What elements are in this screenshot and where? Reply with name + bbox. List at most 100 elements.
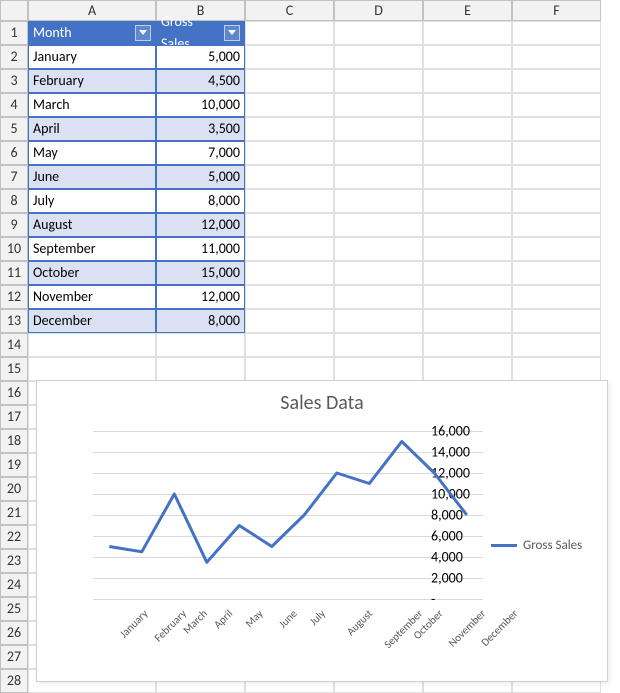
cell-sales-6[interactable]: 7,000 <box>156 141 245 165</box>
cell-C9[interactable] <box>245 213 334 237</box>
cell-sales-10[interactable]: 11,000 <box>156 237 245 261</box>
cell-month-9[interactable]: August <box>28 213 156 237</box>
cell-sales-7[interactable]: 5,000 <box>156 165 245 189</box>
row-header-2[interactable]: 2 <box>0 45 28 69</box>
cell-F7[interactable] <box>512 165 601 189</box>
cell-C2[interactable] <box>245 45 334 69</box>
cell-C11[interactable] <box>245 261 334 285</box>
cell-month-4[interactable]: March <box>28 93 156 117</box>
cell-B15[interactable] <box>156 357 245 381</box>
cell-C5[interactable] <box>245 117 334 141</box>
cell-F11[interactable] <box>512 261 601 285</box>
cell-sales-8[interactable]: 8,000 <box>156 189 245 213</box>
col-header-A[interactable]: A <box>28 0 156 21</box>
cell-month-2[interactable]: January <box>28 45 156 69</box>
cell-F3[interactable] <box>512 69 601 93</box>
row-header-24[interactable]: 24 <box>0 573 28 597</box>
cell-month-10[interactable]: September <box>28 237 156 261</box>
cell-B14[interactable] <box>156 333 245 357</box>
cell-sales-13[interactable]: 8,000 <box>156 309 245 333</box>
row-header-1[interactable]: 1 <box>0 21 28 45</box>
cell-sales-3[interactable]: 4,500 <box>156 69 245 93</box>
row-header-16[interactable]: 16 <box>0 381 28 405</box>
cell-D14[interactable] <box>334 333 423 357</box>
cell-D9[interactable] <box>334 213 423 237</box>
cell-C13[interactable] <box>245 309 334 333</box>
row-header-28[interactable]: 28 <box>0 669 28 693</box>
cell-F12[interactable] <box>512 285 601 309</box>
cell-F6[interactable] <box>512 141 601 165</box>
cell-E5[interactable] <box>423 117 512 141</box>
row-header-10[interactable]: 10 <box>0 237 28 261</box>
row-header-3[interactable]: 3 <box>0 69 28 93</box>
cell-E14[interactable] <box>423 333 512 357</box>
cell-sales-5[interactable]: 3,500 <box>156 117 245 141</box>
cell-D1[interactable] <box>334 21 423 45</box>
table-header-1[interactable]: Gross Sales <box>156 21 245 45</box>
cell-C7[interactable] <box>245 165 334 189</box>
row-header-8[interactable]: 8 <box>0 189 28 213</box>
cell-C3[interactable] <box>245 69 334 93</box>
cell-month-5[interactable]: April <box>28 117 156 141</box>
cell-month-6[interactable]: May <box>28 141 156 165</box>
filter-dropdown-icon[interactable] <box>224 25 240 41</box>
cell-D8[interactable] <box>334 189 423 213</box>
cell-C10[interactable] <box>245 237 334 261</box>
cell-D4[interactable] <box>334 93 423 117</box>
row-header-5[interactable]: 5 <box>0 117 28 141</box>
cell-D10[interactable] <box>334 237 423 261</box>
cell-month-12[interactable]: November <box>28 285 156 309</box>
col-header-D[interactable]: D <box>334 0 423 21</box>
cell-F13[interactable] <box>512 309 601 333</box>
cell-D6[interactable] <box>334 141 423 165</box>
cell-E10[interactable] <box>423 237 512 261</box>
row-header-25[interactable]: 25 <box>0 597 28 621</box>
row-header-20[interactable]: 20 <box>0 477 28 501</box>
row-header-15[interactable]: 15 <box>0 357 28 381</box>
row-header-14[interactable]: 14 <box>0 333 28 357</box>
cell-E11[interactable] <box>423 261 512 285</box>
cell-sales-11[interactable]: 15,000 <box>156 261 245 285</box>
cell-D15[interactable] <box>334 357 423 381</box>
cell-E13[interactable] <box>423 309 512 333</box>
cell-month-13[interactable]: December <box>28 309 156 333</box>
cell-A14[interactable] <box>28 333 156 357</box>
cell-C6[interactable] <box>245 141 334 165</box>
table-header-0[interactable]: Month <box>28 21 156 45</box>
cell-month-11[interactable]: October <box>28 261 156 285</box>
cell-C1[interactable] <box>245 21 334 45</box>
row-header-18[interactable]: 18 <box>0 429 28 453</box>
cell-E2[interactable] <box>423 45 512 69</box>
cell-F9[interactable] <box>512 213 601 237</box>
cell-D2[interactable] <box>334 45 423 69</box>
row-header-4[interactable]: 4 <box>0 93 28 117</box>
cell-E7[interactable] <box>423 165 512 189</box>
row-header-23[interactable]: 23 <box>0 549 28 573</box>
cell-C8[interactable] <box>245 189 334 213</box>
filter-dropdown-icon[interactable] <box>135 25 151 41</box>
cell-month-8[interactable]: July <box>28 189 156 213</box>
cell-E3[interactable] <box>423 69 512 93</box>
col-header-E[interactable]: E <box>423 0 512 21</box>
row-header-26[interactable]: 26 <box>0 621 28 645</box>
row-header-13[interactable]: 13 <box>0 309 28 333</box>
cell-E1[interactable] <box>423 21 512 45</box>
cell-F8[interactable] <box>512 189 601 213</box>
cell-D5[interactable] <box>334 117 423 141</box>
cell-D7[interactable] <box>334 165 423 189</box>
row-header-22[interactable]: 22 <box>0 525 28 549</box>
cell-D13[interactable] <box>334 309 423 333</box>
cell-A15[interactable] <box>28 357 156 381</box>
row-header-7[interactable]: 7 <box>0 165 28 189</box>
cell-F10[interactable] <box>512 237 601 261</box>
cell-month-7[interactable]: June <box>28 165 156 189</box>
cell-sales-2[interactable]: 5,000 <box>156 45 245 69</box>
cell-E12[interactable] <box>423 285 512 309</box>
sales-chart[interactable]: Sales Data -2,0004,0006,0008,00010,00012… <box>36 380 608 682</box>
row-header-12[interactable]: 12 <box>0 285 28 309</box>
row-header-11[interactable]: 11 <box>0 261 28 285</box>
cell-E4[interactable] <box>423 93 512 117</box>
col-header-F[interactable]: F <box>512 0 601 21</box>
cell-E9[interactable] <box>423 213 512 237</box>
cell-D12[interactable] <box>334 285 423 309</box>
